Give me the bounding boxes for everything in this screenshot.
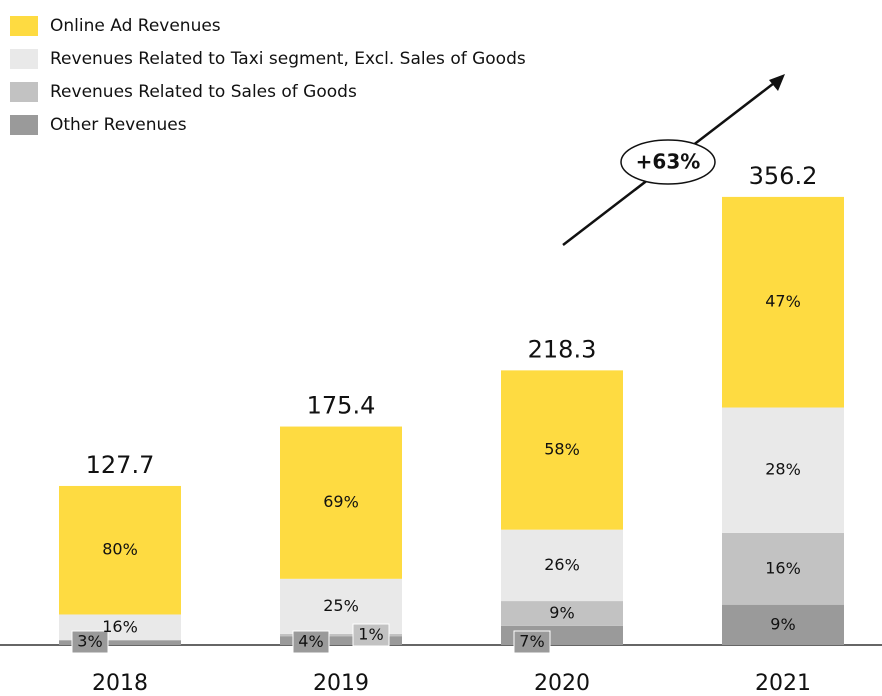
total-label: 175.4 <box>307 392 376 420</box>
percent-sign: % <box>123 617 138 636</box>
segment-label: 26% <box>544 555 580 574</box>
total-label: 356.2 <box>749 162 818 190</box>
segment-label: 80% <box>102 540 138 559</box>
x-tick-label: 2019 <box>313 671 369 696</box>
bar-segment <box>501 529 623 602</box>
percent-sign: % <box>786 292 801 311</box>
bar-segment <box>722 532 844 605</box>
percent-sign: % <box>368 625 383 644</box>
segment-label: 28% <box>765 460 801 479</box>
label-box <box>352 623 390 647</box>
bar-segment <box>280 636 402 645</box>
legend-swatch <box>10 49 38 69</box>
x-tick-label: 2021 <box>755 671 811 696</box>
legend-label: Other Revenues <box>50 115 187 135</box>
segment-label: 1% <box>358 625 383 644</box>
segment-label: 69% <box>323 492 359 511</box>
segment-label: 9% <box>770 614 795 633</box>
percent-sign: % <box>87 632 102 651</box>
x-tick-label: 2020 <box>534 671 590 696</box>
segment-label: 9% <box>549 603 574 622</box>
percent-sign: % <box>786 558 801 577</box>
legend-label: Revenues Related to Sales of Goods <box>50 82 357 102</box>
segment-label: 47% <box>765 292 801 311</box>
bar-segment <box>501 601 623 626</box>
total-label: 218.3 <box>528 335 597 363</box>
segment-label: 7% <box>519 632 544 651</box>
x-tick-label: 2018 <box>92 671 148 696</box>
label-box <box>513 630 551 654</box>
percent-sign: % <box>344 596 359 615</box>
bar-segment <box>59 640 181 645</box>
legend-swatch <box>10 16 38 36</box>
percent-sign: % <box>308 632 323 651</box>
bar-segment <box>280 633 402 637</box>
total-label: 127.7 <box>86 451 155 479</box>
segment-label: 16% <box>765 558 801 577</box>
percent-sign: % <box>780 614 795 633</box>
segment-label: 25% <box>323 596 359 615</box>
annotation: +63% <box>636 150 701 174</box>
label-box <box>71 630 109 654</box>
percent-sign: % <box>786 460 801 479</box>
segment-label: 58% <box>544 440 580 459</box>
bar-segment <box>59 485 181 615</box>
bar-segment <box>501 370 623 530</box>
bar-segment <box>722 604 844 645</box>
label-box <box>292 630 330 654</box>
bar-segment <box>722 407 844 533</box>
percent-sign: % <box>123 540 138 559</box>
segment-label: 3% <box>77 632 102 651</box>
legend-label: Revenues Related to Taxi segment, Excl. … <box>50 49 526 69</box>
annotation-bubble <box>620 139 716 185</box>
percent-sign: % <box>565 440 580 459</box>
percent-sign: % <box>565 555 580 574</box>
bar-segment <box>280 426 402 579</box>
legend-swatch <box>10 115 38 135</box>
segment-label: 16% <box>102 617 138 636</box>
segment-label: 4% <box>298 632 323 651</box>
legend-label: Online Ad Revenues <box>50 16 221 36</box>
arrow-head <box>769 74 785 91</box>
bar-segment <box>722 196 844 408</box>
percent-sign: % <box>344 492 359 511</box>
percent-sign: % <box>559 603 574 622</box>
percent-sign: % <box>529 632 544 651</box>
legend-swatch <box>10 82 38 102</box>
